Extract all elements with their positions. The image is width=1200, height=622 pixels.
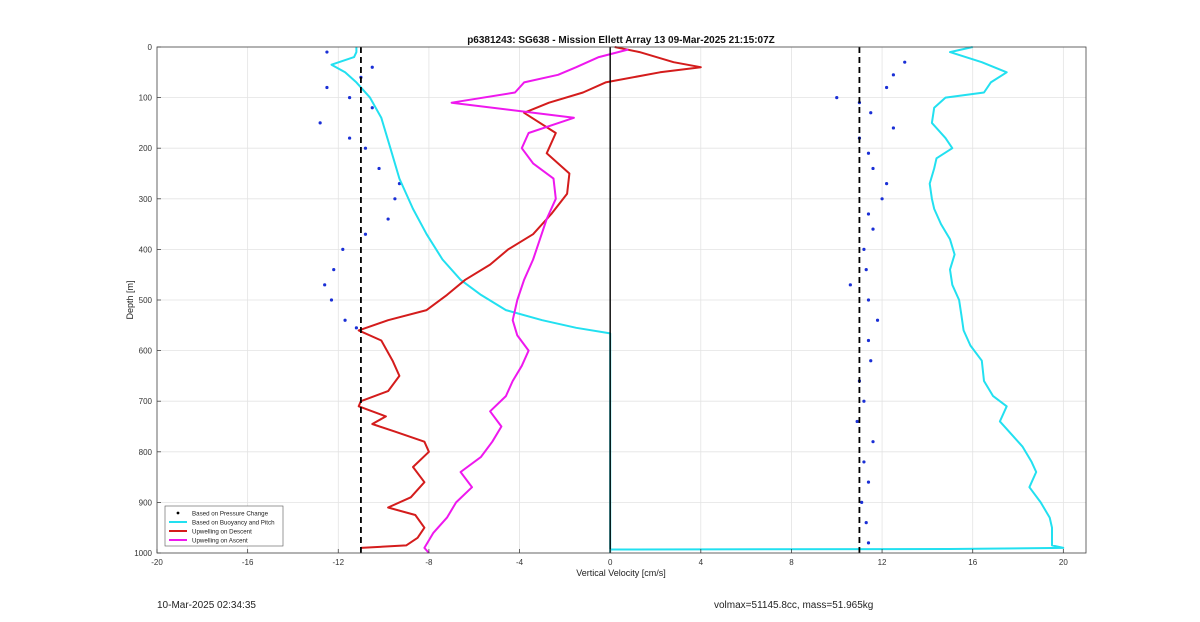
y-tick-label: 400	[139, 245, 153, 254]
data-point	[848, 283, 852, 287]
data-point	[386, 217, 390, 221]
volmax-mass-label: volmax=51145.8cc, mass=51.965kg	[714, 600, 874, 611]
data-point	[341, 247, 345, 251]
y-tick-label: 500	[139, 296, 153, 305]
data-point	[329, 298, 334, 302]
x-axis-label: Vertical Velocity [cm/s]	[576, 568, 666, 578]
legend-entry: Based on Buoyancy and Pitch	[169, 520, 275, 527]
data-point	[347, 96, 352, 100]
data-point	[377, 166, 381, 171]
y-tick-label: 200	[139, 144, 153, 153]
y-tick-label: 600	[139, 347, 153, 356]
data-point	[885, 182, 889, 186]
data-point	[354, 326, 358, 330]
x-tick-label: 20	[1059, 558, 1068, 567]
data-point	[318, 121, 322, 125]
series-upwelling-on-descent	[357, 46, 702, 549]
x-tick-label: -16	[242, 558, 254, 567]
data-point	[835, 96, 839, 100]
data-point	[323, 283, 327, 287]
legend-entry: Upwelling on Descent	[169, 529, 252, 536]
data-point	[875, 318, 880, 322]
data-point	[869, 111, 873, 115]
series-line	[423, 48, 629, 554]
data-point	[866, 541, 871, 545]
data-point	[871, 227, 875, 231]
chart-title: p6381243: SG638 - Mission Ellett Array 1…	[467, 35, 775, 46]
y-tick-label: 1000	[134, 549, 152, 558]
data-point	[866, 338, 871, 343]
data-point	[866, 212, 871, 216]
data-point	[370, 65, 374, 69]
data-point	[864, 268, 868, 272]
x-tick-label: 4	[699, 558, 704, 567]
y-axis-label: Depth [m]	[125, 280, 135, 319]
data-point	[325, 85, 329, 90]
data-point	[393, 197, 397, 201]
legend: Based on Pressure Change Based on Buoyanc…	[164, 505, 284, 547]
data-point	[891, 126, 896, 130]
legend-label: Upwelling on Descent	[192, 529, 252, 536]
timestamp-label: 10-Mar-2025 02:34:35	[157, 600, 256, 611]
data-point	[903, 60, 907, 64]
x-tick-label: -12	[332, 558, 344, 567]
x-tick-label: -8	[425, 558, 433, 567]
y-tick-label: 0	[148, 43, 153, 52]
data-point	[363, 232, 368, 236]
data-point	[880, 197, 884, 201]
data-point	[860, 500, 864, 504]
data-point	[363, 146, 368, 150]
legend-label: Upwelling on Ascent	[192, 538, 248, 545]
reference-lines	[360, 47, 861, 553]
data-point	[871, 440, 875, 444]
x-tick-label: 16	[968, 558, 977, 567]
x-tick-label: -20	[151, 558, 163, 567]
data-point	[862, 399, 866, 403]
data-point	[871, 166, 875, 171]
series-line	[610, 46, 1065, 551]
y-tick-label: 900	[139, 498, 153, 507]
data-point	[343, 318, 347, 322]
data-point	[885, 85, 889, 90]
data-point	[370, 106, 374, 110]
legend-entry: Upwelling on Ascent	[169, 538, 248, 545]
x-tick-label: -4	[516, 558, 524, 567]
data-point	[866, 480, 871, 484]
data-point	[866, 298, 871, 302]
data-point	[347, 136, 352, 140]
data-point	[862, 247, 866, 251]
legend-label: Based on Pressure Change	[192, 511, 269, 518]
data-point	[325, 50, 329, 54]
x-tick-label: 0	[608, 558, 613, 567]
data-point	[855, 419, 859, 424]
data-point	[332, 268, 336, 272]
data-point	[866, 151, 871, 155]
data-point	[891, 73, 896, 77]
series-upwelling-on-ascent	[423, 48, 629, 554]
data-point	[862, 460, 866, 464]
y-tick-label: 100	[139, 94, 153, 103]
x-tick-label: 12	[878, 558, 887, 567]
y-axis-ticks: 0 100 200 300 400 500 600 700 800 900 1000	[134, 43, 161, 558]
legend-entry: Based on Pressure Change	[176, 511, 269, 518]
x-tick-label: 8	[789, 558, 794, 567]
data-point	[864, 521, 868, 525]
data-point	[869, 359, 873, 363]
y-tick-label: 700	[139, 397, 153, 406]
legend-swatch	[176, 511, 180, 515]
y-tick-label: 300	[139, 195, 153, 204]
series-line	[357, 46, 702, 549]
legend-label: Based on Buoyancy and Pitch	[192, 520, 275, 527]
y-tick-label: 800	[139, 448, 153, 457]
x-axis-ticks: -20 -16 -12 -8 -4 0 4 8 12 16 20	[151, 549, 1068, 567]
